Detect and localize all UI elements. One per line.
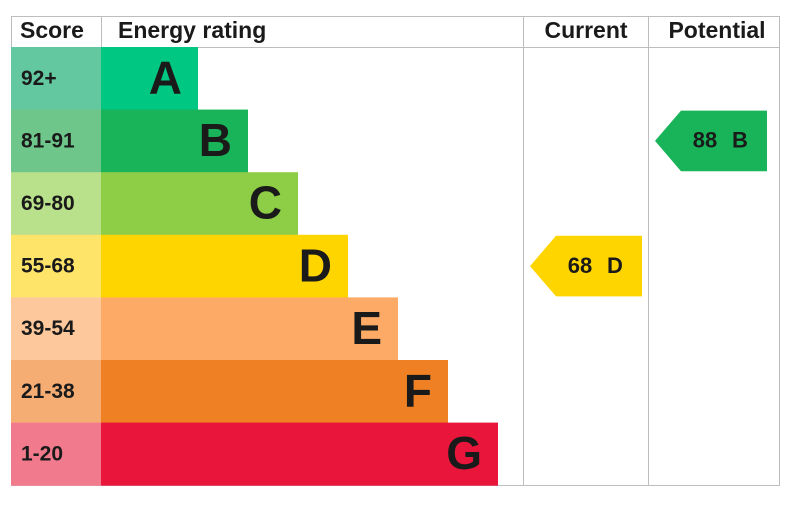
score-label: 69-80 bbox=[21, 192, 75, 215]
rating-bar bbox=[101, 47, 198, 111]
score-label: 92+ bbox=[21, 67, 57, 90]
rating-letter: A bbox=[149, 51, 182, 103]
score-label: 21-38 bbox=[21, 380, 75, 403]
potential-letter: B bbox=[732, 128, 748, 153]
header-rating: Energy rating bbox=[118, 17, 266, 43]
rating-letter: E bbox=[351, 302, 382, 354]
score-cell bbox=[11, 422, 101, 486]
score-cell bbox=[11, 172, 101, 236]
rating-letter: B bbox=[199, 114, 232, 166]
score-label: 1-20 bbox=[21, 442, 63, 465]
rating-bar bbox=[101, 109, 248, 173]
header-potential: Potential bbox=[668, 17, 765, 43]
current-letter: D bbox=[607, 253, 623, 278]
rating-letter: D bbox=[299, 239, 332, 291]
rating-letter: F bbox=[404, 364, 432, 416]
potential-arrow bbox=[655, 110, 767, 172]
rating-bar bbox=[101, 360, 448, 424]
potential-value: 88 bbox=[693, 128, 717, 153]
score-cell bbox=[11, 234, 101, 298]
rating-bar bbox=[101, 172, 298, 236]
score-label: 55-68 bbox=[21, 255, 75, 278]
rating-letter: G bbox=[446, 427, 482, 479]
score-label: 81-91 bbox=[21, 129, 75, 152]
score-label: 39-54 bbox=[21, 317, 75, 340]
score-cell bbox=[11, 47, 101, 111]
score-cell bbox=[11, 360, 101, 424]
header-score: Score bbox=[20, 17, 84, 43]
score-cell bbox=[11, 109, 101, 173]
current-value: 68 bbox=[568, 253, 592, 278]
header-current: Current bbox=[544, 17, 627, 43]
rating-letter: C bbox=[249, 177, 282, 229]
rating-bar bbox=[101, 234, 348, 298]
score-cell bbox=[11, 297, 101, 361]
rating-bar bbox=[101, 422, 498, 486]
rating-bar bbox=[101, 297, 398, 361]
current-arrow bbox=[530, 235, 642, 297]
